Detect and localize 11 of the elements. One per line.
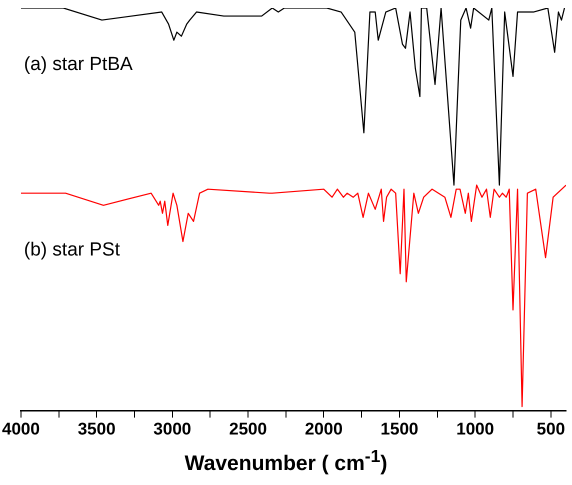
x-tick-label: 1500 [380,419,418,438]
x-tick-label: 4000 [2,419,40,438]
series-label: (a) star PtBA [24,54,133,76]
x-tick-label: 3000 [153,419,192,438]
series-label: (b) star PSt [24,239,121,260]
x-tick-label: 500 [536,419,566,438]
x-tick-label: 2000 [304,419,343,438]
x-tick-label: 2500 [229,419,267,438]
x-tick-label: 3500 [78,419,116,438]
x-axis-title: Wavenumber ( cm$^{-1}$) [184,446,388,476]
x-tick-label: 1000 [456,419,494,438]
